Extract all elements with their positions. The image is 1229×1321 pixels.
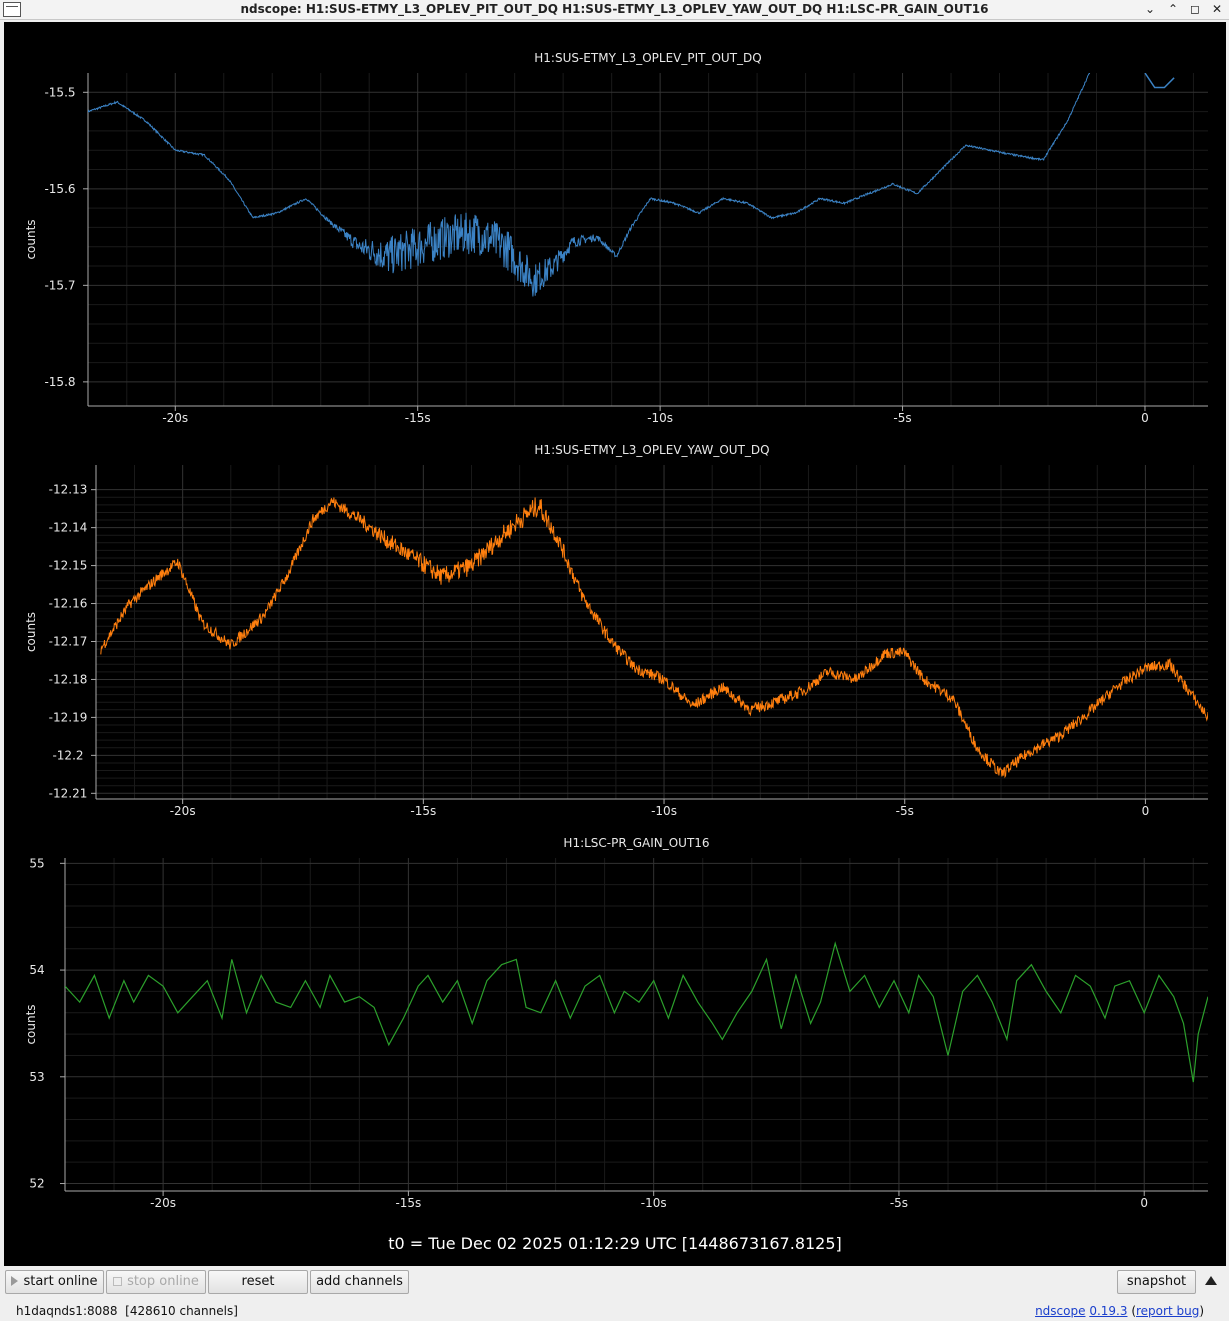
x-tick-label: 0 (1142, 804, 1150, 818)
y-tick-label: 55 (29, 856, 44, 870)
plot-panel-1: -20s -15s -10s -5s 0 -15.5 -15.6 -15.7 -15.8 H1:S… (24, 51, 1208, 425)
series-line (88, 73, 1091, 297)
reset-button[interactable]: reset (208, 1270, 308, 1294)
x-tick-label: 0 (1141, 411, 1149, 425)
series-line (65, 941, 1208, 1083)
y-tick-label: -12.14 (49, 521, 88, 535)
y-tick-label: -12.13 (49, 483, 88, 497)
start-online-label: start online (23, 1274, 98, 1289)
y-tick-label: -12.19 (49, 710, 88, 724)
start-online-button[interactable]: start online (5, 1270, 104, 1294)
stop-online-button[interactable]: stop online (106, 1270, 206, 1294)
y-tick-label: 54 (29, 963, 44, 977)
plot-title: H1:SUS-ETMY_L3_OPLEV_PIT_OUT_DQ (534, 51, 761, 65)
x-tick-label: -5s (896, 804, 914, 818)
stop-online-label: stop online (127, 1274, 199, 1289)
window-titlebar: ndscope: H1:SUS-ETMY_L3_OPLEV_PIT_OUT_DQ… (0, 0, 1229, 20)
stop-icon (113, 1277, 123, 1286)
version-link[interactable]: 0.19.3 (1089, 1304, 1128, 1318)
x-tick-label: -15s (405, 411, 431, 425)
y-tick-label: -12.17 (49, 634, 88, 648)
y-tick-label: -12.21 (49, 786, 88, 800)
plot-area: -20s -15s -10s -5s 0 -15.5 -15.6 -15.7 -15.8 H1:S… (4, 22, 1226, 1266)
paren-close: ) (1199, 1304, 1204, 1318)
y-tick-label: -12.15 (49, 559, 88, 573)
window-title: ndscope: H1:SUS-ETMY_L3_OPLEV_PIT_OUT_DQ… (240, 2, 989, 16)
maximize-button[interactable]: ⌃ (1167, 2, 1179, 16)
x-tick-label: -5s (893, 411, 911, 425)
status-bar-left: h1daqnds1:8088 [428610 channels] (16, 1304, 238, 1318)
restore-button[interactable]: ◻ (1190, 2, 1200, 16)
x-tick-label: -10s (641, 1196, 667, 1210)
y-axis-label: counts (24, 1004, 38, 1044)
status-bar-right: ndscope 0.19.3 (report bug) (1035, 1304, 1204, 1318)
y-tick-label: 53 (29, 1070, 44, 1084)
shade-button[interactable]: ⌄ (1144, 2, 1156, 16)
y-tick-label: -15.7 (44, 278, 75, 292)
channel-count: [428610 channels] (125, 1304, 238, 1318)
plot-panel-2: -20s -15s -10s -5s 0 -12.13 -12.14 -12.15 -12.16… (24, 443, 1208, 818)
server-address: h1daqnds1:8088 (16, 1304, 118, 1318)
y-axis-label: counts (24, 219, 38, 259)
paren-open: ( (1131, 1304, 1136, 1318)
series-line-segment (1144, 73, 1175, 89)
t0-label: t0 = Tue Dec 02 2025 01:12:29 UTC [14486… (388, 1234, 842, 1253)
y-tick-label: -15.8 (44, 375, 75, 389)
plots-canvas[interactable]: -20s -15s -10s -5s 0 -15.5 -15.6 -15.7 -15.8 H1:S… (4, 22, 1226, 1266)
plot-title: H1:SUS-ETMY_L3_OPLEV_YAW_OUT_DQ (534, 443, 769, 457)
y-tick-label: -15.5 (44, 85, 75, 99)
x-tick-label: 0 (1140, 1196, 1148, 1210)
add-channels-button[interactable]: add channels (310, 1270, 409, 1294)
x-tick-label: -5s (890, 1196, 908, 1210)
ndscope-link[interactable]: ndscope (1035, 1304, 1086, 1318)
plot-panel-3: -20s -15s -10s -5s 0 55 54 53 52 H1:LSC-PR_GAIN_O… (24, 836, 1208, 1210)
y-tick-label: -12.18 (49, 672, 88, 686)
collapse-arrow-icon[interactable] (1205, 1276, 1217, 1285)
snapshot-button[interactable]: snapshot (1117, 1270, 1196, 1294)
close-button[interactable]: ✕ (1211, 2, 1223, 16)
series-line (100, 497, 1208, 779)
y-tick-label: 52 (29, 1177, 44, 1191)
x-tick-label: -20s (162, 411, 188, 425)
plot-title: H1:LSC-PR_GAIN_OUT16 (563, 836, 709, 850)
x-tick-label: -10s (647, 411, 673, 425)
app-icon[interactable] (3, 2, 21, 17)
y-tick-label: -15.6 (44, 182, 75, 196)
play-icon (11, 1276, 19, 1286)
y-tick-label: -12.2 (52, 748, 83, 762)
x-tick-label: -20s (150, 1196, 176, 1210)
y-tick-label: -12.16 (49, 597, 88, 611)
report-bug-link[interactable]: report bug (1136, 1304, 1200, 1318)
x-tick-label: -20s (170, 804, 196, 818)
y-axis-label: counts (24, 612, 38, 652)
x-tick-label: -10s (651, 804, 677, 818)
x-tick-label: -15s (395, 1196, 421, 1210)
x-tick-label: -15s (410, 804, 436, 818)
